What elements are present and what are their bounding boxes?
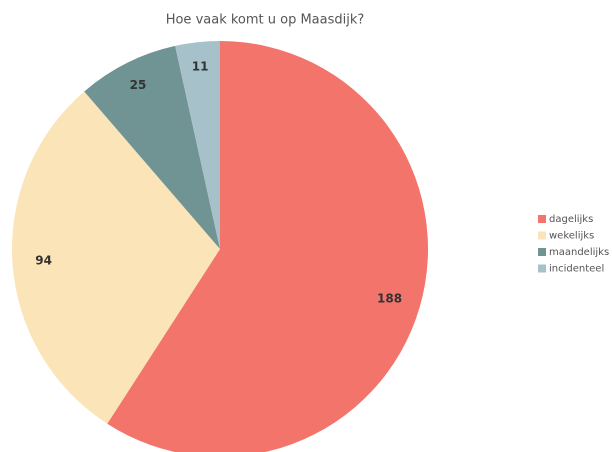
legend-label: incidenteel (549, 264, 604, 275)
chart-title: Hoe vaak komt u op Maasdijk? (166, 13, 365, 28)
legend-label: dagelijks (549, 214, 593, 225)
legend-swatch (538, 231, 546, 240)
legend-label: maandelijks (549, 247, 609, 258)
pie-slice (175, 41, 220, 249)
pie-slice (12, 91, 220, 424)
legend-swatch (538, 264, 546, 273)
data-label: 188 (377, 291, 402, 305)
legend-label: wekelijks (549, 231, 594, 242)
data-label: 25 (130, 78, 147, 92)
data-label: 11 (192, 60, 209, 74)
legend-swatch (538, 248, 546, 256)
data-label: 94 (35, 254, 52, 268)
legend-swatch (538, 215, 546, 223)
pie-slice (84, 45, 220, 250)
pie-slice (107, 41, 428, 452)
